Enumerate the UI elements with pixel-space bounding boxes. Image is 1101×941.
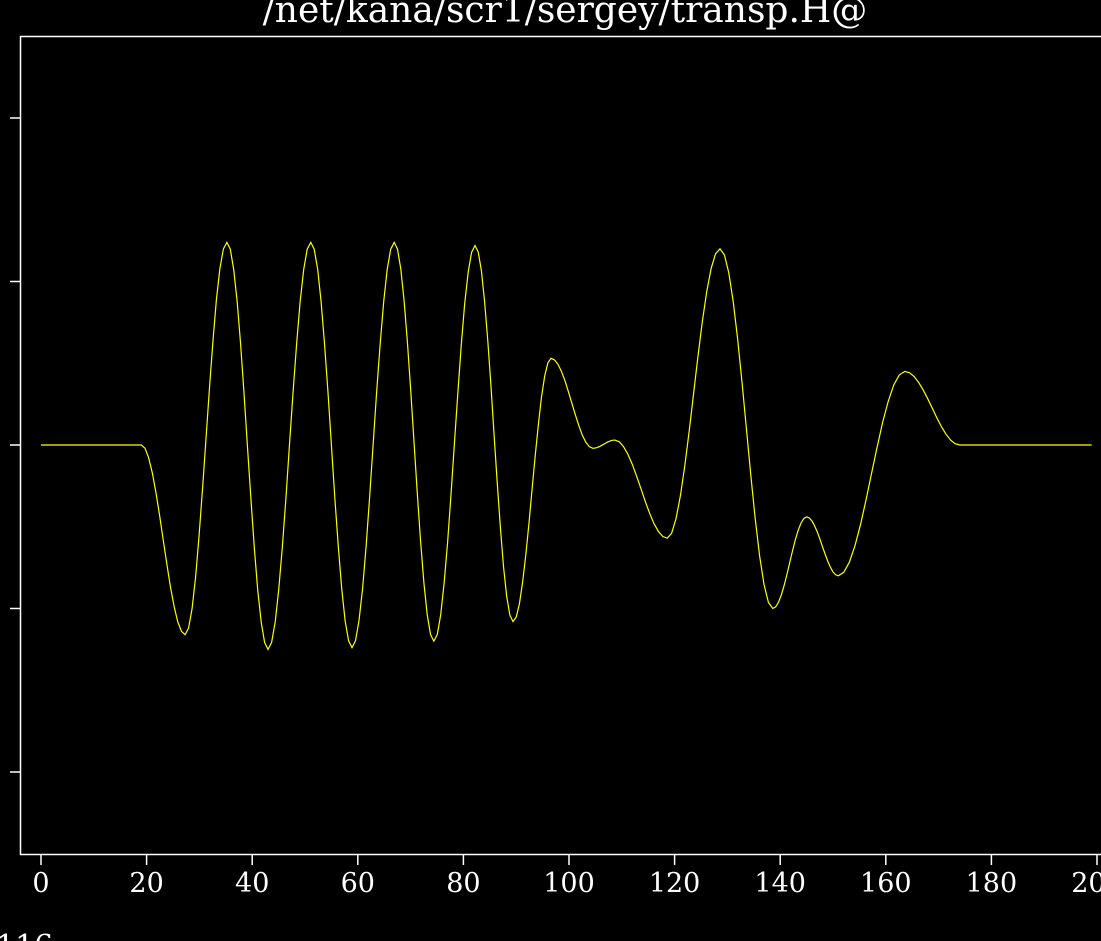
x-tick-label: 60 <box>341 868 375 899</box>
x-tick-label: 40 <box>235 868 269 899</box>
x-tick-label: 160 <box>860 868 912 899</box>
x-tick-label: 120 <box>649 868 701 899</box>
x-tick-label: 20 <box>129 868 163 899</box>
corner-label: 116 <box>0 929 53 941</box>
x-tick-label: 200 <box>1071 868 1101 899</box>
x-tick-label: 100 <box>543 868 595 899</box>
x-tick-label: 80 <box>446 868 480 899</box>
chart-title: /net/kana/scr1/sergey/transp.H@ <box>263 0 868 31</box>
trace-line <box>41 240 1092 651</box>
x-tick-label: 0 <box>32 868 49 899</box>
x-tick-label: 180 <box>966 868 1018 899</box>
x-tick-label: 140 <box>754 868 806 899</box>
plot-frame <box>19 35 1101 856</box>
